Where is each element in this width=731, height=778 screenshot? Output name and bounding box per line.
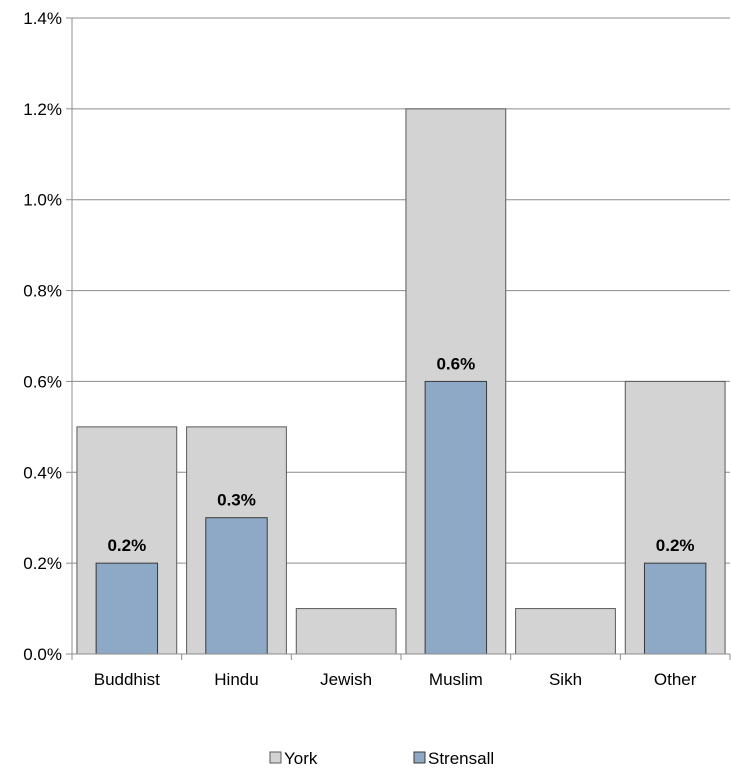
strensall-bar-hindu (205, 517, 268, 655)
category-label-jewish: Jewish (320, 670, 372, 689)
strensall-bars (95, 380, 707, 655)
y-tick-label: 1.2% (23, 100, 62, 119)
gridlines (72, 17, 730, 564)
strensall-bar-other (643, 562, 707, 655)
legend-label-strensall: Strensall (428, 749, 494, 768)
y-tick-label: 1.0% (23, 191, 62, 210)
x-axis-ticks (71, 654, 731, 660)
y-tick-label: 0.4% (23, 463, 62, 482)
data-label-buddhist: 0.2% (107, 536, 146, 555)
y-tick-label: 1.4% (23, 9, 62, 28)
data-label-hindu: 0.3% (217, 491, 256, 510)
data-labels: 0.2% 0.3% 0.6% 0.2% (107, 354, 694, 555)
y-tick-label: 0.8% (23, 282, 62, 301)
legend-swatch-strensall (413, 751, 426, 764)
category-label-muslim: Muslim (429, 670, 483, 689)
y-tick-label: 0.6% (23, 372, 62, 391)
york-bar-sikh (515, 608, 616, 655)
strensall-bar-muslim (424, 380, 488, 655)
y-axis-ticks: 0.0% 0.2% 0.4% 0.6% 0.8% 1.0% 1.2% 1.4% (23, 9, 72, 664)
y-tick-label: 0.0% (23, 645, 62, 664)
data-label-muslim: 0.6% (436, 354, 475, 373)
category-label-sikh: Sikh (549, 670, 582, 689)
category-label-hindu: Hindu (214, 670, 258, 689)
y-tick-label: 0.2% (23, 554, 62, 573)
category-label-buddhist: Buddhist (94, 670, 160, 689)
category-label-other: Other (654, 670, 697, 689)
category-labels: Buddhist Hindu Jewish Muslim Sikh Other (94, 670, 697, 689)
legend-label-york: York (284, 749, 318, 768)
strensall-bar-buddhist (95, 562, 159, 655)
york-bar-jewish (295, 608, 397, 655)
legend-swatch-york (269, 751, 282, 764)
data-label-other: 0.2% (656, 536, 695, 555)
legend: York Strensall (269, 749, 494, 768)
